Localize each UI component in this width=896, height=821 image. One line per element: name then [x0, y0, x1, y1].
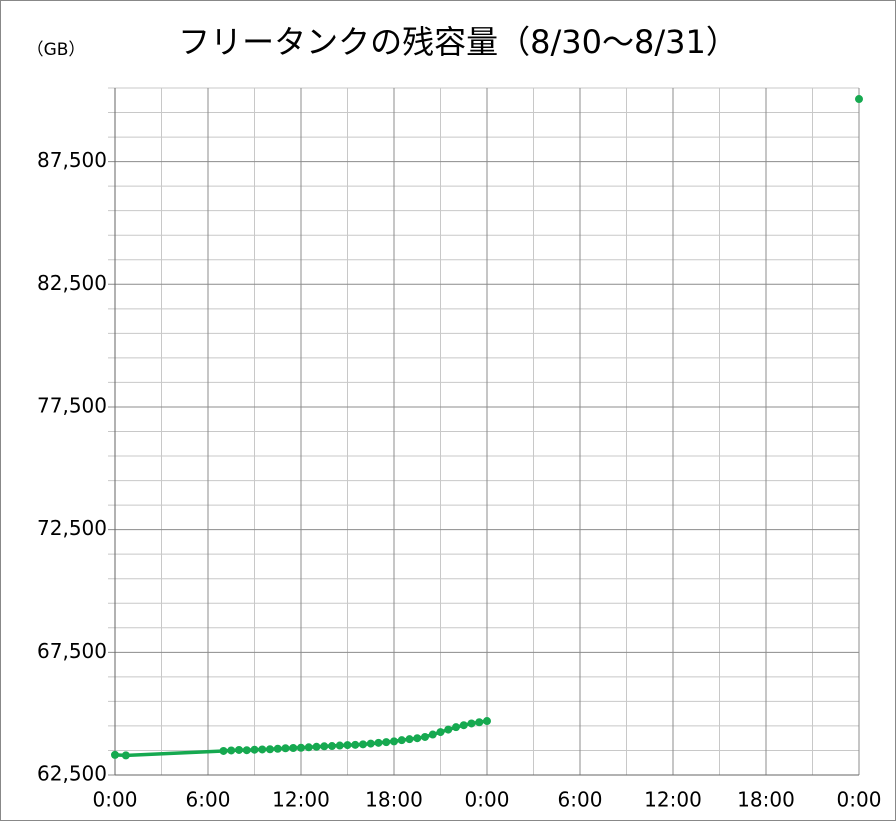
data-point — [467, 719, 476, 728]
data-point — [405, 735, 414, 744]
y-tick-label: 87,500 — [37, 148, 107, 172]
data-point — [366, 739, 375, 748]
data-point — [297, 743, 305, 752]
data-point — [459, 721, 468, 730]
data-point — [304, 743, 313, 752]
x-tick-label: 6:00 — [186, 788, 231, 812]
data-point — [250, 745, 259, 754]
data-point — [312, 742, 321, 751]
data-point — [121, 751, 130, 760]
data-point — [475, 718, 484, 727]
data-point — [351, 740, 360, 749]
data-point — [235, 745, 243, 754]
data-point — [436, 728, 445, 737]
data-point — [219, 746, 228, 755]
data-point — [258, 745, 267, 754]
data-point — [289, 744, 298, 753]
x-tick-label: 18:00 — [737, 788, 795, 812]
data-point — [374, 738, 383, 747]
data-point — [343, 741, 352, 750]
x-tick-label: 18:00 — [365, 788, 423, 812]
data-point — [359, 740, 367, 749]
y-axis-unit: （GB） — [27, 40, 86, 60]
data-point — [413, 734, 422, 743]
y-tick-label: 77,500 — [37, 393, 107, 417]
x-tick-label: 12:00 — [644, 788, 702, 812]
data-point — [328, 742, 336, 751]
data-point — [266, 745, 274, 754]
data-point — [483, 717, 491, 726]
data-point — [111, 750, 119, 759]
x-tick-label: 6:00 — [558, 788, 603, 812]
data-point — [452, 723, 460, 732]
data-point — [242, 746, 251, 755]
data-point — [227, 746, 236, 755]
data-point — [320, 742, 329, 751]
data-point — [382, 738, 391, 747]
x-tick-label: 0:00 — [465, 788, 510, 812]
data-point — [390, 737, 398, 746]
data-point — [444, 725, 453, 734]
x-tick-label: 0:00 — [93, 788, 138, 812]
data-point — [281, 744, 290, 753]
y-tick-label: 72,500 — [37, 516, 107, 540]
data-point — [397, 736, 406, 745]
data-point — [855, 95, 863, 104]
chart-title: フリータンクの残容量（8/30〜8/31） — [178, 23, 738, 61]
x-tick-label: 0:00 — [837, 788, 882, 812]
data-point — [335, 741, 344, 750]
x-tick-label: 12:00 — [272, 788, 330, 812]
data-point — [428, 730, 437, 739]
data-point — [273, 744, 282, 753]
y-tick-label: 62,500 — [37, 762, 107, 786]
y-tick-label: 67,500 — [37, 639, 107, 663]
data-point — [421, 732, 429, 741]
y-tick-label: 82,500 — [37, 271, 107, 295]
